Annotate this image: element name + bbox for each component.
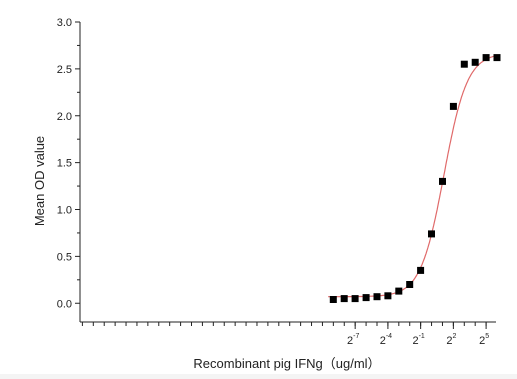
x-tick-base: 2 (380, 335, 386, 347)
axes: 0.00.51.01.52.02.53.02-7 2-4 2-1 22 25 (57, 17, 496, 347)
x-tick-exponent: 2 (452, 333, 456, 340)
data-point (340, 295, 348, 303)
data-point (395, 287, 403, 295)
y-tick-label: 1.0 (57, 205, 72, 217)
data-points (329, 54, 501, 303)
data-point (329, 296, 337, 303)
data-point (417, 266, 425, 274)
y-tick-label: 3.0 (57, 17, 72, 29)
data-point (406, 281, 414, 288)
x-tick-label: 22 (446, 333, 456, 347)
x-tick-base: 2 (479, 335, 485, 347)
x-tick-base: 2 (347, 335, 353, 347)
y-tick-label: 0.5 (57, 251, 72, 263)
y-tick-label: 0.0 (57, 298, 72, 310)
data-point (351, 295, 359, 303)
data-point (439, 177, 446, 185)
data-point (362, 294, 370, 302)
y-tick-label: 1.5 (57, 158, 72, 170)
fit-curve (328, 54, 498, 298)
x-tick-exponent: -4 (386, 333, 392, 340)
fit-curve-layer (328, 54, 498, 298)
data-point (460, 60, 468, 68)
data-point (471, 58, 479, 66)
x-tick-base: 2 (446, 335, 452, 347)
x-tick-label: 2-1 (412, 333, 424, 347)
y-tick-label: 2.5 (57, 64, 72, 76)
y-axis-label: Mean OD value (32, 136, 47, 226)
x-tick-exponent: -1 (419, 333, 425, 340)
data-point (373, 293, 381, 301)
data-point (493, 54, 501, 62)
y-tick-label: 2.0 (57, 111, 72, 123)
x-tick-base: 2 (412, 335, 418, 347)
data-point (449, 102, 457, 110)
data-point (384, 292, 392, 300)
x-tick-exponent: -7 (353, 333, 359, 340)
data-point (482, 54, 490, 62)
x-axis-label: Recombinant pig IFNg（ug/ml） (193, 356, 380, 371)
x-tick-label: 2-4 (380, 333, 392, 347)
x-tick-label: 2-7 (347, 333, 359, 347)
data-point (428, 230, 435, 238)
x-tick-label: 25 (479, 333, 489, 347)
x-tick-exponent: 5 (485, 333, 489, 340)
